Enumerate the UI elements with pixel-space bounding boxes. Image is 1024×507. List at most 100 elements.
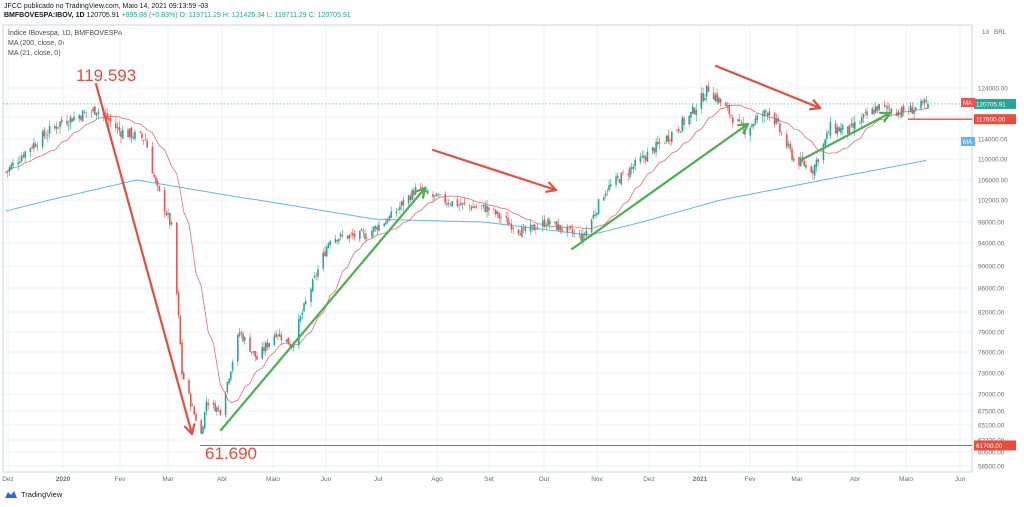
x-tick-label: Dez [2,476,14,483]
candle-body [714,95,717,101]
candle-body [268,343,270,347]
x-tick-label: Dez [643,476,655,483]
candle-body [94,106,96,115]
footer-brand: TradingView [4,490,62,499]
candle-body [200,420,203,434]
candle-body [597,199,600,214]
badge-last-price: 120705.91 [976,101,1006,108]
candle-body [189,393,192,407]
candle-body [80,115,82,120]
candle-body [31,146,33,149]
y-tick-label: 110000.00 [978,157,1008,164]
candle-body [231,362,234,371]
candle-body [836,127,839,135]
candle-body [219,409,222,415]
candle-body [106,113,108,120]
candle-body [273,335,276,345]
candle-body [217,408,220,410]
candle-body [214,403,216,412]
candle-body [768,111,771,116]
candle-body [287,337,290,345]
candle-body [226,381,229,393]
candle-body [580,234,582,241]
candle-body [289,344,291,347]
y-tick-label: 67500.00 [978,409,1005,416]
y-tick-label: 86000.00 [978,286,1005,293]
arrow-uptrend [801,111,892,161]
candle-body [193,406,196,415]
plot-frame [2,24,973,473]
y-tick-label: 79000.00 [978,330,1005,337]
candle-body [847,126,849,134]
brand-label: TradingView [21,490,63,499]
candle-body [615,176,617,185]
candle-body [299,315,302,321]
candle-body [848,124,851,135]
candle-body [5,171,7,173]
candle-body [324,251,326,257]
y-tick-label: 76000.00 [978,350,1005,357]
candle-body [383,223,386,227]
candle-body [639,157,642,162]
candle-body [261,346,264,359]
candle-body [97,111,100,114]
candle-body [681,117,684,132]
arrow-recovery [219,186,427,432]
candle-body [43,130,46,137]
candle-body [500,216,502,218]
candle-body [263,347,265,351]
candle-body [792,158,795,161]
candle-body [191,405,194,407]
candle-body [402,199,405,206]
badge-ma200-bg [961,137,975,146]
candle-body [531,225,534,227]
candle-body [249,337,251,352]
candle-body [34,143,37,147]
candle-body [474,206,476,208]
candle-body [348,234,351,239]
candle-body [754,118,757,125]
candle-body [182,372,185,380]
candle-body [535,229,537,231]
x-tick-label: 2020 [56,476,71,483]
candle-body [568,226,570,228]
candle-body [583,233,586,236]
candle-body [859,122,861,124]
candle-body [397,209,399,210]
badge-level-117600: 117600.00 [976,117,1006,124]
candle-body [688,115,691,125]
candle-body [616,175,619,178]
candle-body [121,129,124,139]
candle-body [507,217,509,226]
candle-body [170,222,173,225]
arrow-crash-head [183,423,196,436]
candle-body [569,226,572,229]
candle-body [653,148,656,153]
candle-body [885,105,887,107]
candle-body [311,279,314,291]
candle-body [691,106,694,114]
candle-body [707,86,710,92]
candle-body [346,235,349,239]
candle-body [364,233,366,240]
badge-ma21-bg [961,98,975,107]
candle-body [156,180,159,186]
candle-body [115,123,117,129]
candle-body [250,351,253,353]
candle-body [665,135,668,142]
candle-body [728,104,731,115]
candle-body [629,167,631,178]
publisher-line: JFCC publicado no TradingView.com, Maio … [4,3,209,10]
candle-body [118,127,121,131]
arrow-rally-head [736,122,750,135]
candle-body [470,206,473,210]
candle-body [704,98,706,101]
badge-level-61700: 61700.00 [976,443,1003,450]
candle-body [773,112,776,125]
candle-body [85,112,87,114]
candle-body [627,173,630,175]
candle-body [897,111,900,116]
candle-body [505,216,508,218]
candle-body [458,204,460,206]
